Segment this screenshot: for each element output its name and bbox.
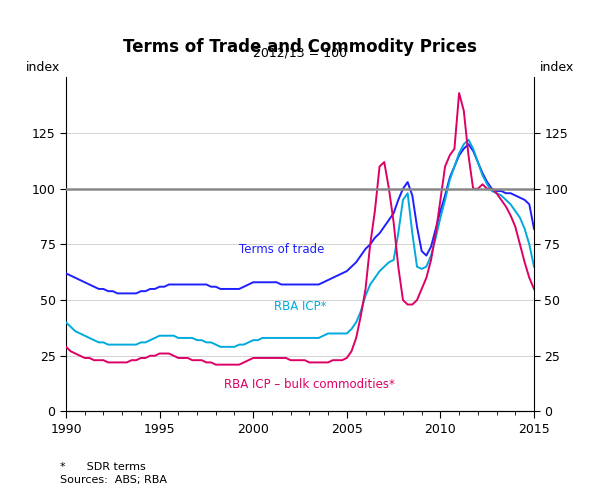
Text: Terms of trade: Terms of trade [239,242,324,256]
Text: 2012/13 = 100: 2012/13 = 100 [253,46,347,59]
Text: index: index [539,61,574,74]
Text: RBA ICP – bulk commodities*: RBA ICP – bulk commodities* [224,378,395,392]
Text: *      SDR terms: * SDR terms [60,462,146,472]
Text: Sources:  ABS; RBA: Sources: ABS; RBA [60,475,167,484]
Text: RBA ICP*: RBA ICP* [274,301,326,314]
Text: index: index [26,61,61,74]
Title: Terms of Trade and Commodity Prices: Terms of Trade and Commodity Prices [123,38,477,57]
